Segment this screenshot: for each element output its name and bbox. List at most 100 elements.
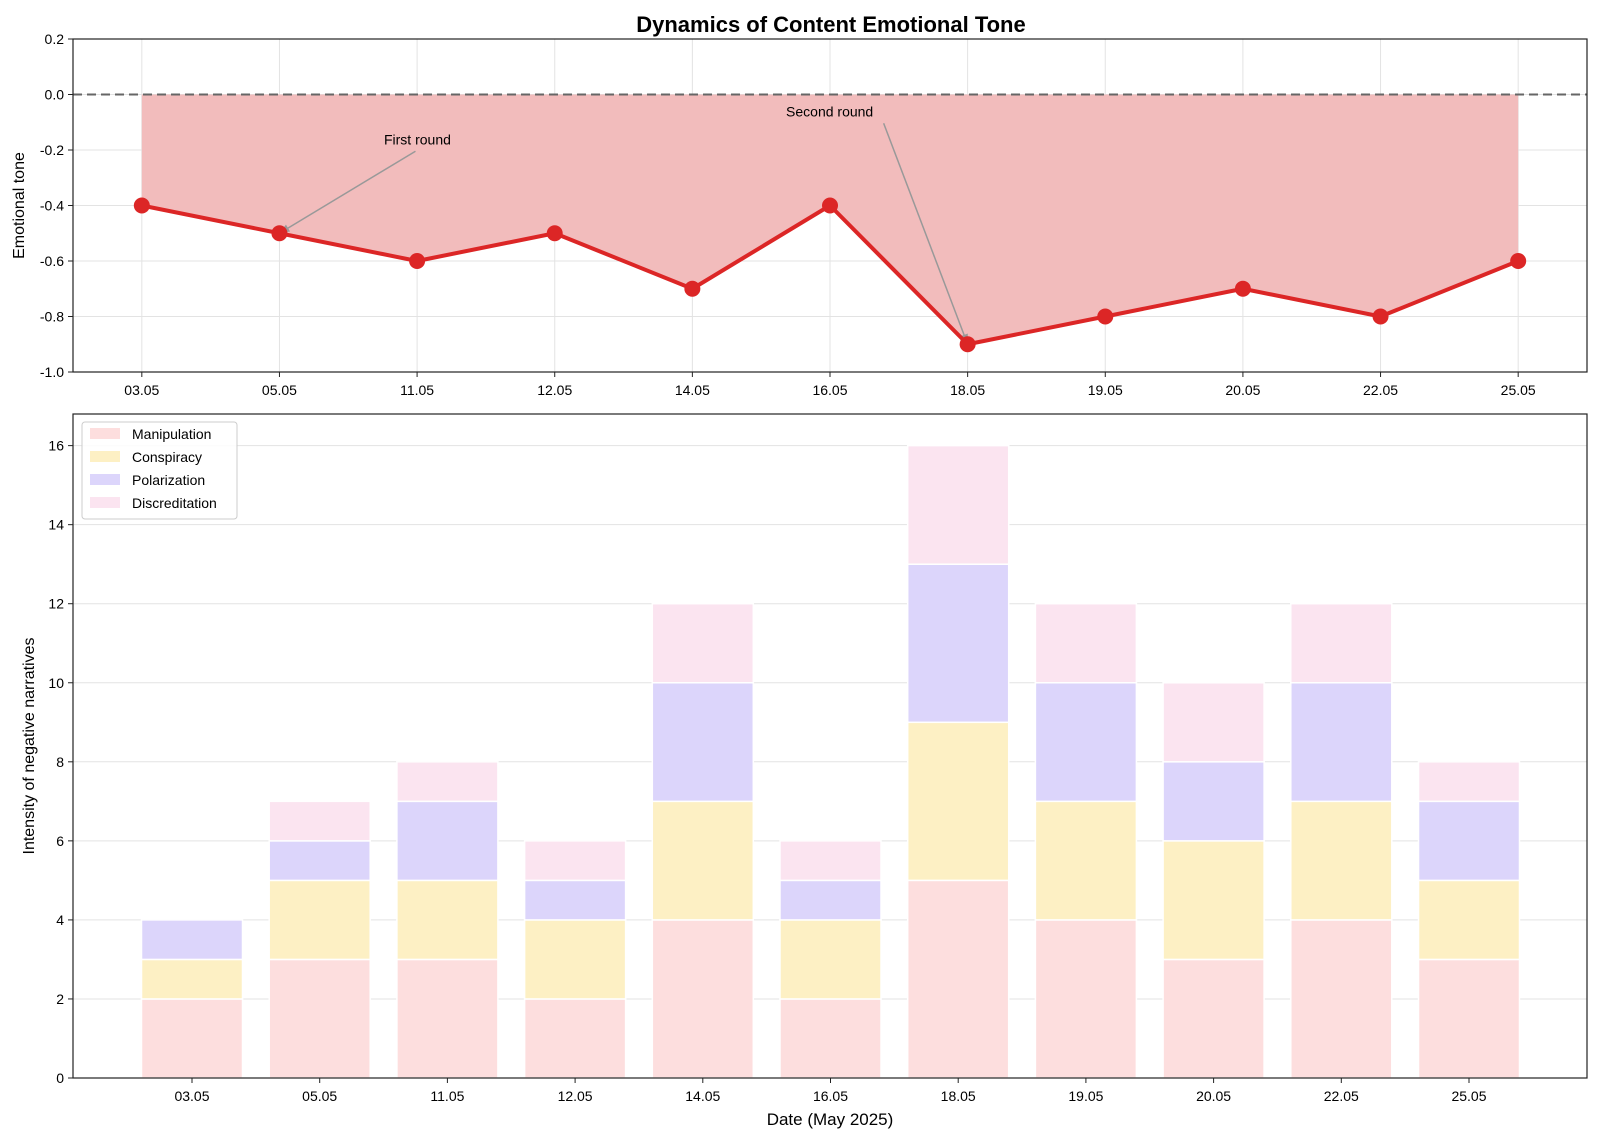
bar-segment-conspiracy bbox=[1290, 800, 1393, 921]
tone-x-tick-label: 25.05 bbox=[1501, 382, 1536, 398]
bars-x-tick-label: 18.05 bbox=[941, 1088, 976, 1104]
tone-y-tick-label: -0.8 bbox=[40, 309, 64, 325]
bars-y-tick-label: 2 bbox=[56, 991, 64, 1007]
tone-x-tick-label: 18.05 bbox=[950, 382, 985, 398]
annotation-arrow bbox=[279, 150, 416, 234]
bars-y-tick-label: 10 bbox=[48, 675, 64, 691]
bar-segment-conspiracy bbox=[779, 919, 882, 1000]
bar-segment-manipulation bbox=[1034, 919, 1138, 1079]
bar-segment-manipulation bbox=[1162, 958, 1265, 1079]
bar-segment-polarization bbox=[1162, 761, 1265, 842]
bars-x-tick-label: 25.05 bbox=[1451, 1088, 1486, 1104]
tone-x-tick-label: 19.05 bbox=[1088, 382, 1123, 398]
bar-segment-conspiracy bbox=[1162, 840, 1265, 961]
tone-point bbox=[546, 225, 563, 242]
bar-segment-conspiracy bbox=[906, 721, 1010, 882]
bars-y-tick-label: 8 bbox=[56, 754, 64, 770]
bars-x-tick-label: 03.05 bbox=[174, 1088, 209, 1104]
tone-y-tick-label: 0.2 bbox=[45, 31, 65, 47]
bar-segment-polarization bbox=[140, 919, 244, 961]
tone-y-tick-label: 0.0 bbox=[45, 87, 65, 103]
tone-area-fill bbox=[141, 94, 1519, 345]
tone-x-tick-label: 22.05 bbox=[1363, 382, 1398, 398]
bar-segment-conspiracy bbox=[523, 919, 627, 1000]
legend-swatch-conspiracy bbox=[90, 451, 120, 462]
bar-segment-discreditation bbox=[523, 840, 627, 882]
tone-point bbox=[684, 280, 701, 297]
legend-swatch-discreditation bbox=[90, 497, 120, 508]
tone-x-tick-label: 14.05 bbox=[675, 382, 710, 398]
bar-segment-manipulation bbox=[268, 958, 371, 1079]
tone-x-tick-label: 12.05 bbox=[537, 382, 572, 398]
bar-segment-polarization bbox=[396, 800, 499, 882]
bar-segment-discreditation bbox=[268, 800, 371, 842]
bars-y-tick-label: 12 bbox=[48, 596, 64, 612]
bar-segment-manipulation bbox=[779, 998, 882, 1079]
bar-segment-polarization bbox=[268, 840, 371, 882]
bars-x-tick-label: 19.05 bbox=[1068, 1088, 1103, 1104]
bar-segment-discreditation bbox=[906, 444, 1010, 565]
narratives-bar-chart: 0 2 4 6 8 10 12 14 16 03.05 05.05 11.05 12.05 14.05 1… bbox=[21, 413, 1588, 1129]
bars-y-tick-label: 14 bbox=[48, 517, 64, 533]
tone-point bbox=[1097, 308, 1114, 325]
bars-y-ticks: 0 2 4 6 8 10 12 14 16 bbox=[48, 438, 73, 1086]
bar-segment-discreditation bbox=[651, 602, 755, 684]
tone-y-tick-label: -1.0 bbox=[40, 364, 64, 380]
legend-swatch-polarization bbox=[90, 474, 120, 485]
tone-points bbox=[133, 197, 1527, 353]
tone-y-ticks: 0.2 0.0 -0.2 -0.4 -0.6 -0.8 -1.0 bbox=[40, 31, 73, 380]
bar-segment-conspiracy bbox=[140, 958, 244, 1000]
stacked-bars bbox=[140, 444, 1521, 1079]
tone-x-tick-label: 05.05 bbox=[262, 382, 297, 398]
bar-segment-polarization bbox=[779, 879, 882, 921]
tone-y-tick-label: -0.4 bbox=[40, 198, 64, 214]
bar-segment-polarization bbox=[523, 879, 627, 921]
bars-y-tick-label: 6 bbox=[56, 833, 64, 849]
tone-y-tick-label: -0.2 bbox=[40, 142, 64, 158]
bar-segment-manipulation bbox=[1290, 919, 1393, 1079]
tone-point bbox=[959, 336, 976, 353]
tone-point bbox=[271, 225, 288, 242]
bars-x-tick-label: 12.05 bbox=[558, 1088, 593, 1104]
bars-x-tick-label: 20.05 bbox=[1196, 1088, 1231, 1104]
tone-y-tick-label: -0.6 bbox=[40, 253, 64, 269]
tone-point bbox=[409, 253, 426, 269]
tone-point bbox=[133, 197, 150, 214]
tone-x-ticks: 03.05 05.05 11.05 12.05 14.05 16.05 18.05 19.05… bbox=[124, 372, 1536, 398]
annotation-label: First round bbox=[384, 131, 451, 147]
bars-x-tick-label: 05.05 bbox=[302, 1088, 337, 1104]
bar-segment-discreditation bbox=[779, 840, 882, 882]
tone-point bbox=[822, 197, 838, 214]
legend-swatch-manipulation bbox=[90, 428, 120, 439]
bar-segment-conspiracy bbox=[1417, 879, 1521, 961]
figure-title: Dynamics of Content Emotional Tone bbox=[636, 12, 1026, 37]
bar-segment-manipulation bbox=[651, 919, 755, 1079]
legend-label-manipulation: Manipulation bbox=[132, 426, 211, 442]
bar-segment-polarization bbox=[651, 682, 755, 803]
legend: Manipulation Conspiracy Polarization Discre… bbox=[81, 421, 238, 520]
bar-segment-conspiracy bbox=[651, 800, 755, 921]
bar-segment-manipulation bbox=[140, 998, 244, 1079]
bar-segment-discreditation bbox=[1290, 602, 1393, 684]
bar-segment-conspiracy bbox=[1034, 800, 1138, 921]
bars-y-axis-label: Intensity of negative narratives bbox=[21, 637, 38, 854]
tone-point bbox=[1234, 280, 1251, 297]
bar-segment-discreditation bbox=[1034, 602, 1138, 684]
bars-y-tick-label: 4 bbox=[56, 912, 64, 928]
bar-segment-discreditation bbox=[396, 761, 499, 803]
bar-segment-polarization bbox=[1290, 682, 1393, 803]
bar-segment-polarization bbox=[1034, 682, 1138, 803]
bar-segment-discreditation bbox=[1162, 682, 1265, 763]
bars-y-tick-label: 16 bbox=[48, 438, 64, 454]
bar-segment-discreditation bbox=[1417, 761, 1521, 803]
bar-segment-manipulation bbox=[396, 958, 499, 1079]
tone-x-tick-label: 20.05 bbox=[1225, 382, 1260, 398]
bar-segment-manipulation bbox=[1417, 958, 1521, 1079]
tone-point bbox=[1510, 253, 1527, 269]
bars-x-tick-label: 22.05 bbox=[1324, 1088, 1359, 1104]
annotation-arrow bbox=[882, 122, 969, 345]
bars-x-ticks: 03.05 05.05 11.05 12.05 14.05 16.05 18.05 19.05… bbox=[174, 1078, 1487, 1104]
tone-x-tick-label: 16.05 bbox=[812, 382, 847, 398]
